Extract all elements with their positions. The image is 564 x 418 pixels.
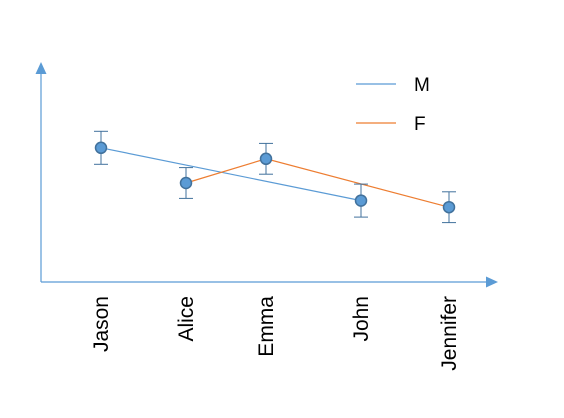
error-bars [94,130,456,224]
data-point-jennifer [442,200,456,214]
legend-label-m: M [414,75,430,96]
data-point-john [354,194,368,207]
y-axis-arrowhead [35,62,47,74]
x-tick-label-jason: Jason [90,296,113,352]
series-line-m [100,147,362,202]
legend-entry-m: M [356,75,430,96]
data-point-alice [179,176,193,190]
x-axis-arrowhead [486,276,498,288]
axes [35,62,498,288]
data-points [94,141,456,214]
x-tick-label-alice: Alice [175,296,198,342]
x-tick-label-emma: Emma [255,296,278,357]
x-tick-labels: Jason Alice Emma John Jennifer [90,296,461,371]
data-point-jason [94,141,108,155]
data-point-emma [259,152,273,166]
legend-entry-f: F [356,114,426,135]
legend-label-f: F [414,114,426,135]
series-lines [100,147,450,208]
legend: MF [356,75,430,135]
series-line-f [185,158,450,208]
x-tick-label-john: John [350,296,373,342]
x-tick-label-jennifer: Jennifer [438,296,461,371]
